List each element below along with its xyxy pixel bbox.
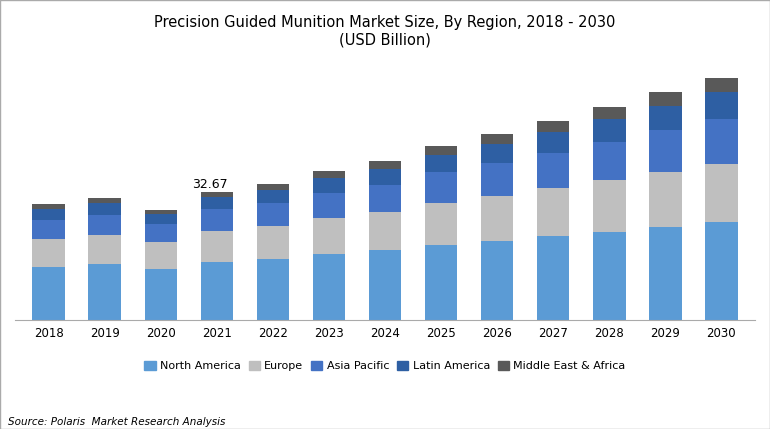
Bar — [425, 172, 457, 202]
Bar — [313, 218, 345, 254]
Bar — [369, 212, 401, 250]
Bar — [480, 134, 514, 144]
Bar — [649, 227, 681, 320]
Bar — [649, 172, 681, 227]
Bar — [705, 163, 738, 222]
Bar — [480, 144, 514, 163]
Bar — [425, 202, 457, 245]
Bar — [32, 209, 65, 220]
Bar — [480, 241, 514, 320]
Bar — [593, 180, 625, 232]
Bar — [313, 178, 345, 193]
Bar — [256, 203, 290, 226]
Bar — [369, 161, 401, 169]
Bar — [425, 145, 457, 154]
Bar — [145, 209, 177, 214]
Bar — [537, 153, 570, 188]
Bar — [593, 107, 625, 119]
Legend: North America, Europe, Asia Pacific, Latin America, Middle East & Africa: North America, Europe, Asia Pacific, Lat… — [140, 356, 630, 376]
Bar — [256, 190, 290, 203]
Bar — [256, 259, 290, 320]
Bar — [145, 242, 177, 269]
Bar — [649, 106, 681, 130]
Bar — [425, 154, 457, 172]
Bar — [89, 203, 121, 215]
Bar — [200, 197, 233, 209]
Bar — [705, 119, 738, 163]
Bar — [537, 236, 570, 320]
Bar — [537, 121, 570, 132]
Bar — [200, 192, 233, 197]
Bar — [89, 215, 121, 235]
Bar — [480, 196, 514, 241]
Bar — [369, 169, 401, 184]
Bar — [313, 254, 345, 320]
Bar — [369, 250, 401, 320]
Bar — [537, 188, 570, 236]
Bar — [145, 224, 177, 242]
Bar — [89, 235, 121, 264]
Bar — [256, 226, 290, 259]
Bar — [425, 245, 457, 320]
Bar — [32, 220, 65, 239]
Bar — [200, 262, 233, 320]
Bar — [369, 184, 401, 212]
Bar — [89, 198, 121, 203]
Bar — [145, 269, 177, 320]
Bar — [313, 193, 345, 218]
Bar — [705, 222, 738, 320]
Text: 32.67: 32.67 — [192, 178, 227, 191]
Bar — [480, 163, 514, 196]
Bar — [593, 119, 625, 142]
Bar — [593, 232, 625, 320]
Bar — [256, 184, 290, 190]
Bar — [705, 78, 738, 92]
Bar — [537, 132, 570, 153]
Bar — [593, 142, 625, 180]
Bar — [32, 267, 65, 320]
Text: Source: Polaris  Market Research Analysis: Source: Polaris Market Research Analysis — [8, 417, 225, 427]
Bar — [89, 264, 121, 320]
Bar — [200, 231, 233, 262]
Bar — [200, 209, 233, 231]
Bar — [649, 93, 681, 106]
Bar — [32, 239, 65, 267]
Bar — [705, 92, 738, 119]
Bar — [649, 130, 681, 172]
Bar — [145, 214, 177, 224]
Bar — [32, 205, 65, 209]
Bar — [313, 171, 345, 178]
Title: Precision Guided Munition Market Size, By Region, 2018 - 2030
(USD Billion): Precision Guided Munition Market Size, B… — [154, 15, 616, 47]
